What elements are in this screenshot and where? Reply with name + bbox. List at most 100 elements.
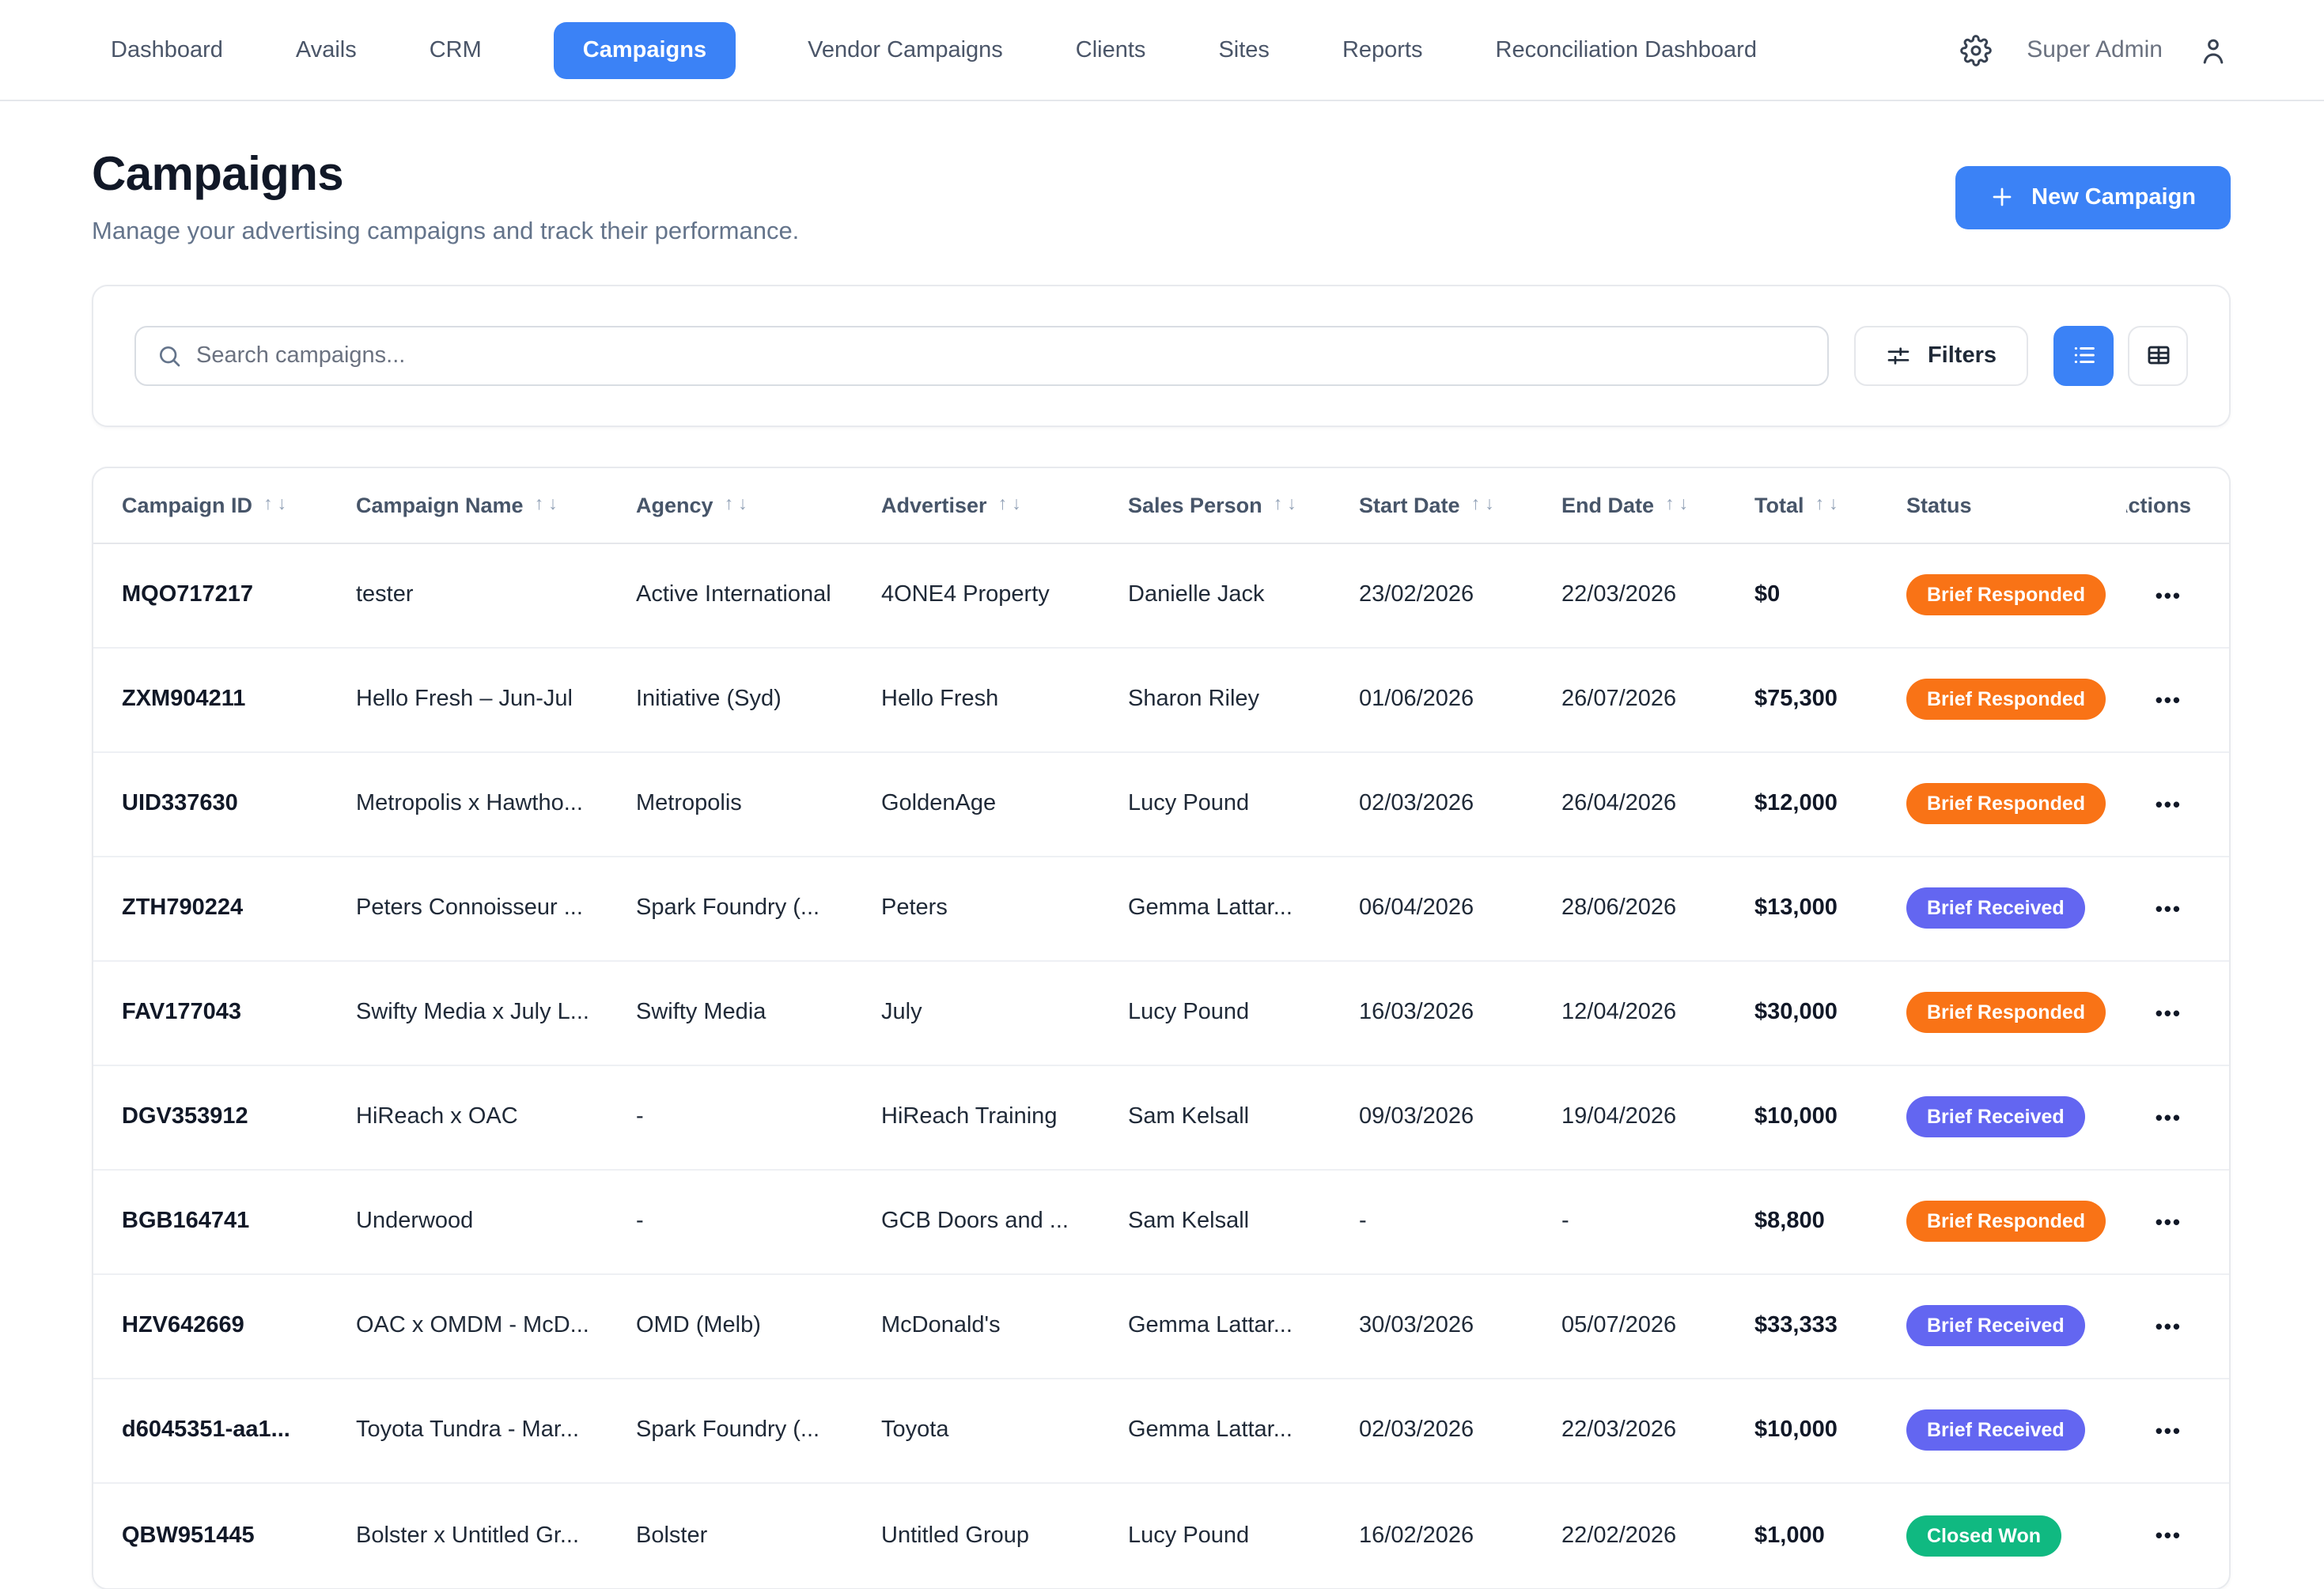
new-campaign-button[interactable]: New Campaign	[1955, 165, 2231, 229]
start-date-cell: 06/04/2026	[1359, 895, 1474, 921]
main-content: Campaigns Manage your advertising campai…	[0, 101, 2324, 1589]
row-actions-button[interactable]: •••	[2155, 1107, 2182, 1127]
sort-icon: ↑ ↓	[1815, 495, 1838, 514]
row-actions-button[interactable]: •••	[2155, 1315, 2182, 1336]
table-row: QBW951445 Bolster x Untitled Gr... Bolst…	[93, 1483, 2229, 1587]
column-header-sales-person[interactable]: Sales Person ↑ ↓	[1128, 493, 1296, 516]
row-actions-button[interactable]: •••	[2155, 689, 2182, 709]
column-header-actions[interactable]: Actions	[2126, 493, 2191, 516]
campaign-name-cell: HiReach x OAC	[356, 1104, 518, 1129]
total-cell: $1,000	[1754, 1523, 1825, 1548]
sales-person-cell: Danielle Jack	[1128, 582, 1265, 607]
campaign-name-cell: OAC x OMDM - McD...	[356, 1313, 589, 1338]
filters-icon	[1887, 342, 1912, 368]
search-input[interactable]	[196, 342, 1807, 368]
row-actions-button[interactable]: •••	[2155, 585, 2182, 605]
campaign-id-cell: BGB164741	[122, 1209, 250, 1234]
status-cell: Closed Won	[1906, 1515, 2126, 1556]
column-header-agency[interactable]: Agency ↑ ↓	[636, 493, 748, 516]
sales-person-cell: Gemma Lattar...	[1128, 895, 1293, 921]
nav-item-vendor-campaigns[interactable]: Vendor Campaigns	[808, 37, 1003, 62]
row-actions-button[interactable]: •••	[2155, 793, 2182, 814]
start-date-cell: -	[1359, 1209, 1367, 1234]
user-role-label: Super Admin	[2027, 36, 2163, 63]
gear-icon	[1960, 34, 1992, 66]
agency-cell: Initiative (Syd)	[636, 687, 782, 712]
sort-icon: ↑ ↓	[1470, 495, 1494, 514]
start-date-cell: 02/03/2026	[1359, 791, 1474, 816]
nav-item-reports[interactable]: Reports	[1342, 37, 1423, 62]
row-actions-button[interactable]: •••	[2155, 898, 2182, 918]
profile-button[interactable]	[2197, 34, 2229, 66]
end-date-cell: 05/07/2026	[1561, 1313, 1677, 1338]
campaign-id-cell: d6045351-aa1...	[122, 1417, 290, 1443]
agency-cell: Spark Foundry (...	[636, 895, 820, 921]
page-title: Campaigns	[92, 149, 344, 201]
agency-cell: Active International	[636, 582, 831, 607]
start-date-cell: 09/03/2026	[1359, 1104, 1474, 1129]
nav-item-clients[interactable]: Clients	[1075, 37, 1146, 62]
advertiser-cell: 4ONE4 Property	[881, 582, 1050, 607]
advertiser-cell: Hello Fresh	[881, 687, 999, 712]
status-badge: Brief Responded	[1906, 679, 2106, 720]
nav-item-crm[interactable]: CRM	[429, 37, 482, 62]
sales-person-cell: Sam Kelsall	[1128, 1104, 1250, 1129]
row-actions-button[interactable]: •••	[2155, 1525, 2182, 1545]
nav-item-dashboard[interactable]: Dashboard	[111, 37, 223, 62]
sort-icon: ↑ ↓	[1273, 495, 1296, 514]
campaign-id-cell: FAV177043	[122, 1000, 242, 1025]
start-date-cell: 01/06/2026	[1359, 687, 1474, 712]
grid-view-button[interactable]	[2128, 325, 2188, 385]
campaign-id-cell: ZTH790224	[122, 895, 244, 921]
campaign-name-cell: Toyota Tundra - Mar...	[356, 1417, 580, 1443]
column-header-status[interactable]: Status	[1906, 493, 1972, 516]
nav-right: Super Admin	[1960, 34, 2229, 66]
column-header-advertiser[interactable]: Advertiser ↑ ↓	[881, 493, 1021, 516]
status-cell: Brief Responded	[1906, 574, 2126, 615]
page-subtitle: Manage your advertising campaigns and tr…	[92, 218, 800, 244]
advertiser-cell: GCB Doors and ...	[881, 1209, 1069, 1234]
status-badge: Brief Responded	[1906, 574, 2106, 615]
nav-item-campaigns[interactable]: Campaigns	[554, 21, 736, 78]
row-actions-button[interactable]: •••	[2155, 1211, 2182, 1231]
sales-person-cell: Gemma Lattar...	[1128, 1417, 1293, 1443]
column-header-start-date[interactable]: Start Date ↑ ↓	[1359, 493, 1494, 516]
column-header-end-date[interactable]: End Date ↑ ↓	[1561, 493, 1689, 516]
advertiser-cell: Peters	[881, 895, 948, 921]
actions-cell: •••	[2126, 1107, 2201, 1127]
status-cell: Brief Received	[1906, 1096, 2126, 1137]
status-cell: Brief Responded	[1906, 679, 2126, 720]
status-cell: Brief Responded	[1906, 992, 2126, 1033]
actions-cell: •••	[2126, 689, 2201, 709]
total-cell: $12,000	[1754, 791, 1838, 816]
campaigns-table: Campaign ID ↑ ↓ Campaign Name ↑ ↓ Agency…	[92, 466, 2231, 1589]
end-date-cell: 22/02/2026	[1561, 1523, 1677, 1548]
agency-cell: Bolster	[636, 1523, 708, 1548]
filters-button[interactable]: Filters	[1854, 325, 2028, 385]
status-badge: Brief Received	[1906, 1305, 2085, 1346]
table-body: MQO717217 tester Active International 4O…	[93, 543, 2229, 1587]
new-campaign-label: New Campaign	[2031, 184, 2196, 210]
actions-cell: •••	[2126, 1525, 2201, 1545]
sort-icon: ↑ ↓	[1665, 495, 1689, 514]
sort-icon: ↑ ↓	[997, 495, 1021, 514]
table-row: d6045351-aa1... Toyota Tundra - Mar... S…	[93, 1379, 2229, 1483]
nav-item-reconciliation-dashboard[interactable]: Reconciliation Dashboard	[1495, 37, 1758, 62]
list-view-button[interactable]	[2053, 325, 2114, 385]
total-cell: $10,000	[1754, 1104, 1838, 1129]
column-header-total[interactable]: Total ↑ ↓	[1754, 493, 1838, 516]
nav-item-sites[interactable]: Sites	[1218, 37, 1270, 62]
advertiser-cell: HiReach Training	[881, 1104, 1058, 1129]
nav-item-avails[interactable]: Avails	[295, 37, 357, 62]
settings-button[interactable]	[1960, 34, 1992, 66]
sales-person-cell: Lucy Pound	[1128, 1000, 1250, 1025]
row-actions-button[interactable]: •••	[2155, 1420, 2182, 1440]
row-actions-button[interactable]: •••	[2155, 1002, 2182, 1023]
column-header-campaign-id[interactable]: Campaign ID ↑ ↓	[122, 493, 287, 516]
campaign-id-cell: ZXM904211	[122, 687, 246, 712]
column-header-campaign-name[interactable]: Campaign Name ↑ ↓	[356, 493, 558, 516]
campaign-name-cell: Metropolis x Hawtho...	[356, 791, 583, 816]
advertiser-cell: July	[881, 1000, 922, 1025]
total-cell: $10,000	[1754, 1417, 1838, 1443]
page-header: Campaigns Manage your advertising campai…	[92, 149, 2231, 246]
